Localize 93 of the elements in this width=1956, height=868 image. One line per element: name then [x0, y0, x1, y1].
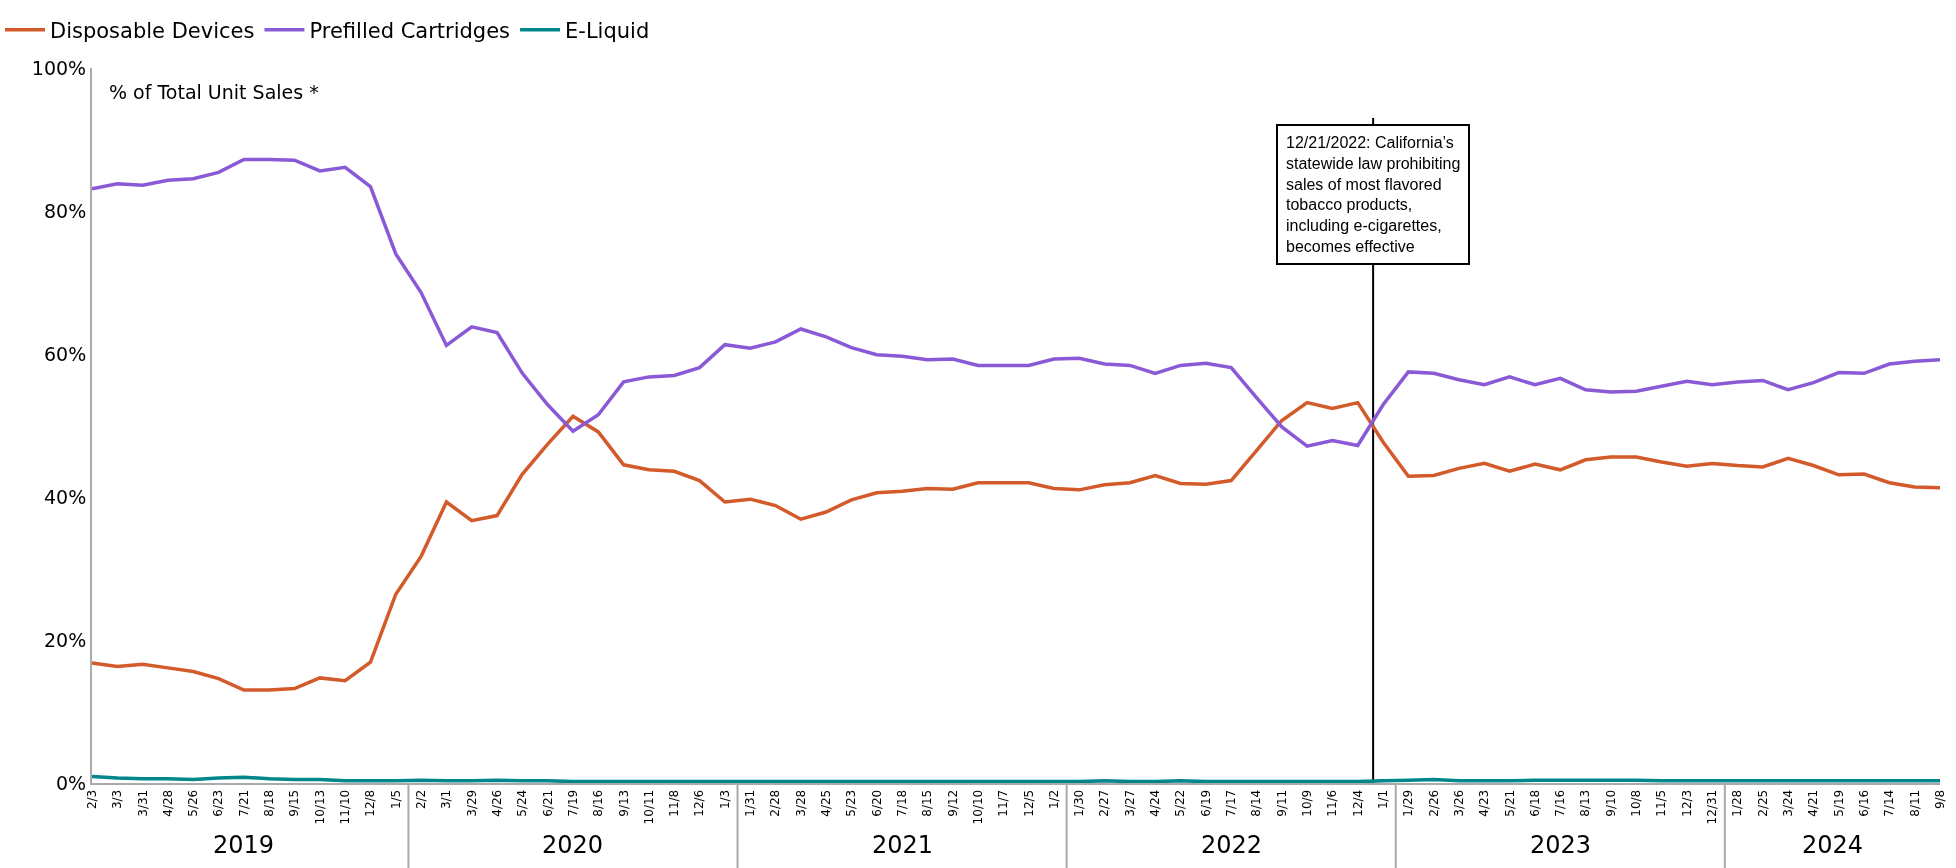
line-series — [92, 400, 1940, 692]
x-tick-label: 11/5 — [1654, 789, 1669, 817]
x-tick-label: 3/3 — [110, 789, 125, 810]
x-tick-label: 8/11 — [1907, 789, 1922, 817]
x-tick-label: 2/28 — [768, 789, 783, 817]
legend-label: E-Liquid — [565, 18, 650, 43]
x-tick-label: 8/16 — [591, 789, 606, 817]
text: 2019 — [213, 831, 275, 859]
x-tick-label: 1/30 — [1072, 789, 1087, 817]
x-tick-label: 12/8 — [363, 789, 378, 817]
x-tick-label: 10/8 — [1629, 789, 1644, 817]
x-tick-label: 9/8 — [1932, 789, 1947, 810]
x-tick-label: 12/5 — [1021, 789, 1036, 817]
x-tick-label: 8/13 — [1578, 789, 1593, 817]
text: 2024 — [1802, 831, 1864, 859]
x-tick-label: 2/2 — [414, 789, 428, 810]
x-tick-label: 7/17 — [1224, 789, 1239, 817]
x-tick-label: 5/23 — [844, 789, 859, 817]
x-tick-label: 9/13 — [616, 789, 631, 817]
x-tick-label: 6/19 — [1198, 789, 1213, 817]
x-tick-label: 5/22 — [1173, 789, 1188, 817]
x-tick-label: 5/19 — [1831, 789, 1846, 817]
x-tick-label: 6/21 — [540, 789, 555, 817]
x-tick-label: 3/31 — [135, 789, 150, 817]
x-tick-label: 10/10 — [970, 789, 985, 825]
x-tick-label: 1/5 — [388, 789, 403, 810]
legend-label: Prefilled Cartridges — [309, 18, 511, 43]
x-tick-label: 1/3 — [717, 789, 732, 810]
x-tick-label: 10/9 — [1300, 789, 1315, 817]
x-tick-label: 6/23 — [211, 789, 226, 817]
ref-line-label: 12/21/2022: California’s statewide law prohibiting sales of most flavored tobacco products, including e-cigarettes, becomes effective — [1286, 134, 1461, 255]
x-tick-label: 1/29 — [1401, 789, 1416, 817]
x-tick-label: 11/10 — [338, 789, 353, 825]
x-tick-label: 11/7 — [996, 789, 1011, 817]
x-tick-label: 7/19 — [565, 789, 580, 817]
x-tick-label: 6/18 — [1527, 789, 1542, 817]
y-axis-title: % of Total Unit Sales * — [109, 81, 319, 103]
x-tick-label: 2/26 — [1426, 789, 1441, 817]
x-tick-label: 11/8 — [667, 789, 682, 817]
x-tick-label: 2/3 — [84, 789, 99, 810]
x-tick-label: 5/24 — [515, 789, 530, 817]
x-tick-label: 1/2 — [1046, 789, 1061, 810]
x-tick-label: 7/21 — [236, 789, 251, 817]
x-tick-label: 4/21 — [1806, 789, 1821, 817]
x-tick-label: 3/29 — [464, 789, 479, 817]
x-tick-label: 3/24 — [1781, 789, 1796, 817]
text: 2021 — [872, 831, 934, 859]
x-tick-label: 3/28 — [793, 789, 808, 817]
x-tick-label: 9/11 — [1274, 789, 1289, 817]
x-tick-label: 2/27 — [1097, 789, 1112, 817]
x-tick-label: 2/25 — [1755, 789, 1770, 817]
x-tick-label: 10/13 — [312, 789, 327, 825]
x-tick-label: 4/25 — [819, 789, 834, 817]
y-tick-label: 0% — [56, 771, 87, 794]
x-tick-label: 3/26 — [1451, 789, 1466, 817]
x-tick-label: 9/10 — [1603, 789, 1618, 817]
x-tick-label: 9/15 — [287, 789, 302, 817]
x-tick-label: 3/27 — [1122, 789, 1137, 817]
x-tick-label: 5/26 — [186, 789, 201, 817]
x-tick-label: 12/6 — [692, 789, 707, 817]
y-tick-label: 100% — [31, 56, 87, 79]
x-tick-label: 4/24 — [1148, 789, 1163, 817]
x-tick-label: 6/16 — [1856, 789, 1871, 817]
line-series — [92, 157, 1940, 448]
x-tick-label: 7/16 — [1553, 789, 1568, 817]
x-tick-label: 5/21 — [1502, 789, 1517, 817]
y-tick-label: 40% — [43, 485, 87, 508]
x-tick-label: 8/14 — [1249, 789, 1264, 817]
x-tick-label: 8/18 — [262, 789, 277, 817]
x-tick-label: 8/15 — [920, 789, 935, 817]
x-tick-label: 7/14 — [1882, 789, 1897, 817]
x-tick-label: 1/31 — [743, 789, 758, 817]
x-tick-label: 4/26 — [489, 789, 504, 817]
text: 2023 — [1530, 831, 1592, 859]
x-tick-label: 9/12 — [945, 789, 960, 817]
x-tick-label: 6/20 — [869, 789, 884, 817]
x-tick-label: 12/3 — [1679, 789, 1694, 817]
x-tick-label: 3/1 — [439, 789, 454, 810]
x-tick-label: 10/11 — [641, 789, 656, 825]
y-tick-label: 80% — [43, 199, 87, 222]
legend-label: Disposable Devices — [50, 18, 255, 43]
x-tick-label: 4/23 — [1477, 789, 1492, 817]
x-tick-label: 1/1 — [1375, 789, 1390, 810]
y-tick-label: 20% — [43, 628, 87, 651]
x-tick-label: 11/6 — [1325, 789, 1340, 817]
x-tick-label: 1/28 — [1730, 789, 1745, 817]
y-tick-label: 60% — [43, 342, 87, 365]
x-tick-label: 12/4 — [1350, 789, 1365, 817]
x-tick-label: 4/28 — [160, 789, 175, 817]
x-tick-label: 12/31 — [1705, 789, 1720, 825]
text: 2020 — [542, 831, 604, 859]
x-tick-label: 7/18 — [894, 789, 909, 817]
text: 2022 — [1201, 831, 1263, 859]
